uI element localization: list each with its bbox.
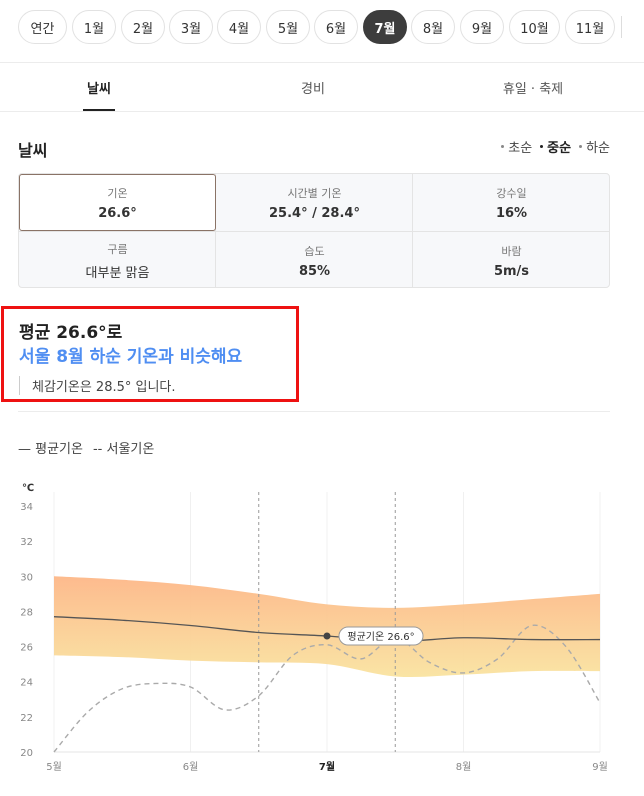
- month-pill-3[interactable]: 3월: [169, 10, 213, 44]
- period-late-label: 하순: [586, 141, 610, 156]
- stat-wind[interactable]: 바람 5m/s: [413, 232, 610, 289]
- tab-expenses[interactable]: 경비: [301, 81, 325, 97]
- stat-value: 16%: [495, 205, 528, 221]
- stat-value: 대부분 맑음: [85, 265, 150, 281]
- grid-divider: [215, 174, 216, 287]
- marker-label-bg: [338, 626, 424, 646]
- stat-value: 25.4° / 28.4°: [269, 205, 360, 221]
- bullet-icon: [579, 145, 583, 148]
- y-tick-label: 30: [20, 572, 33, 583]
- month-pill-10[interactable]: 10월: [509, 10, 560, 44]
- month-selector: 연간 1월 2월 3월 4월 5월 6월 7월 8월 9월 10월 11월: [0, 0, 644, 62]
- month-pill-annual[interactable]: 연간: [18, 10, 67, 44]
- y-tick-label: 22: [20, 713, 33, 724]
- month-pill-4[interactable]: 4월: [217, 10, 261, 44]
- period-early[interactable]: 초순: [501, 137, 532, 156]
- highlight-range: [258, 492, 396, 752]
- stat-label: 시간별 기온: [287, 186, 342, 200]
- period-early-label: 초순: [508, 141, 533, 156]
- x-tick-label: 6월: [183, 761, 199, 773]
- gridlines: [53, 492, 601, 753]
- average-marker: 평균기온 26.6°: [323, 626, 424, 646]
- comparison-text: 서울 8월 하순 기온과 비슷해요: [19, 347, 243, 367]
- tab-holidays-festivals[interactable]: 휴일 · 축제: [502, 81, 564, 97]
- period-mid[interactable]: 중순: [540, 137, 571, 156]
- divider: [18, 411, 610, 412]
- grid-divider: [19, 231, 609, 232]
- temperature-range-area: [54, 576, 600, 678]
- legend-seoul: -- 서울기온: [92, 442, 155, 457]
- y-tick-label: 28: [20, 607, 33, 618]
- temperature-range-band: [54, 576, 600, 678]
- tab-weather[interactable]: 날씨: [60, 63, 138, 111]
- stat-value: 5m/s: [493, 263, 530, 279]
- period-filter: 초순 중순 하순: [501, 137, 610, 156]
- weather-stats-grid: 기온 26.6° 시간별 기온 25.4° / 28.4° 강수일 16% 구름…: [18, 173, 610, 288]
- x-tick-label: 8월: [456, 761, 472, 773]
- bullet-icon: [540, 145, 544, 148]
- marker-label: 평균기온 26.6°: [347, 631, 414, 643]
- y-tick-label: 20: [20, 748, 33, 759]
- month-pill-7[interactable]: 7월: [363, 10, 407, 44]
- stat-value: 85%: [298, 263, 331, 279]
- y-tick-label: 32: [20, 537, 33, 548]
- seoul-temperature-line: [53, 624, 601, 753]
- chart-legend: — 평균기온 -- 서울기온: [18, 438, 154, 457]
- bullet-icon: [501, 145, 505, 148]
- grid-divider: [412, 174, 413, 287]
- stat-label: 기온: [107, 186, 128, 200]
- x-axis: 5월 6월 7월 8월 9월: [46, 761, 608, 773]
- category-tabs: 날씨 경비 휴일 · 축제: [0, 62, 644, 112]
- x-tick-label: 7월: [319, 761, 335, 773]
- period-late[interactable]: 하순: [579, 137, 610, 156]
- stat-value: 26.6°: [98, 205, 137, 221]
- stat-hourly-temperature[interactable]: 시간별 기온 25.4° / 28.4°: [216, 174, 413, 231]
- month-pill-11[interactable]: 11월: [565, 10, 615, 44]
- stat-temperature[interactable]: 기온 26.6°: [19, 174, 216, 231]
- stat-label: 강수일: [496, 186, 527, 200]
- x-tick-label: 5월: [46, 761, 62, 773]
- month-pill-2[interactable]: 2월: [121, 10, 165, 44]
- scroll-fade: [630, 8, 644, 48]
- month-pill-6[interactable]: 6월: [314, 10, 358, 44]
- month-pill-5[interactable]: 5월: [266, 10, 310, 44]
- y-tick-label: 24: [20, 678, 33, 689]
- period-mid-label: 중순: [547, 141, 572, 156]
- y-tick-label: 34: [20, 502, 33, 513]
- marker-dot: [323, 632, 331, 640]
- y-axis-unit: ℃: [22, 483, 34, 494]
- y-axis: 20 22 24 26 28 30 32 34: [20, 502, 33, 759]
- temperature-chart: ℃ 20 22 24 26 28 30 32 34 5월 6월 7월 8월 9월 평균기온 26.6°: [20, 483, 608, 773]
- x-tick-label: 9월: [592, 761, 608, 773]
- stat-label: 바람: [501, 244, 522, 258]
- average-temperature-text: 평균 26.6°로: [19, 323, 123, 343]
- month-pill-8[interactable]: 8월: [411, 10, 455, 44]
- stat-clouds[interactable]: 구름 대부분 맑음: [19, 232, 216, 289]
- feels-like-text: 체감기온은 28.5° 입니다.: [19, 376, 176, 395]
- stat-humidity[interactable]: 습도 85%: [216, 232, 413, 289]
- stat-label: 구름: [107, 242, 128, 256]
- month-pill-9[interactable]: 9월: [460, 10, 504, 44]
- y-tick-label: 26: [20, 643, 33, 654]
- stat-label: 습도: [304, 244, 325, 258]
- highlight-box: [1, 306, 299, 402]
- legend-average: — 평균기온: [18, 442, 83, 457]
- stat-rain-days[interactable]: 강수일 16%: [413, 174, 610, 231]
- month-pill-1[interactable]: 1월: [72, 10, 116, 44]
- month-selector-divider: [621, 16, 622, 38]
- section-title: 날씨: [18, 141, 48, 160]
